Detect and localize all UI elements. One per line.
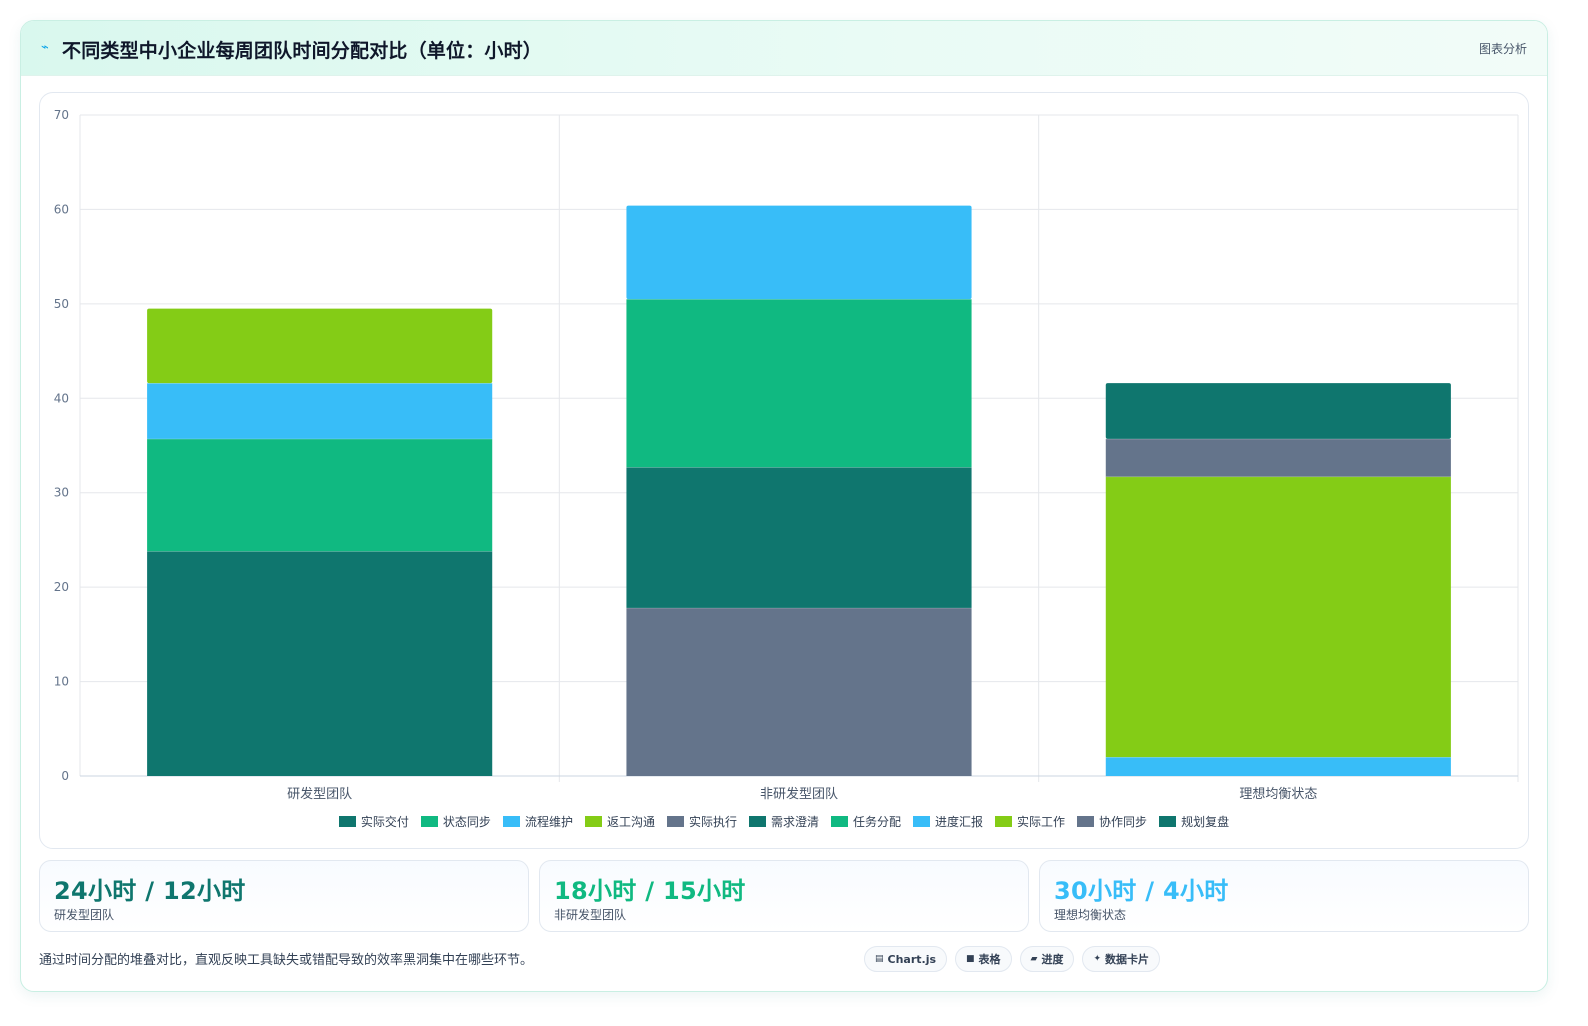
sparkle-icon: ✦	[1093, 954, 1102, 964]
y-tick-label: 70	[54, 108, 69, 122]
legend-item[interactable]: 进度汇报	[913, 812, 983, 830]
stat-card-rd: 24小时 / 12小时 研发型团队	[39, 860, 529, 932]
legend-item[interactable]: 流程维护	[502, 812, 573, 830]
legend-swatch	[913, 815, 931, 827]
page-title: 不同类型中小企业每周团队时间分配对比（单位：小时）	[62, 40, 543, 62]
legend-label: 规划复盘	[1181, 814, 1230, 829]
y-tick-label: 50	[54, 297, 69, 311]
legend-label: 任务分配	[853, 814, 902, 829]
legend-swatch	[995, 815, 1013, 827]
legend-item[interactable]: 状态同步	[420, 812, 491, 830]
legend-label: 实际交付	[360, 814, 409, 829]
chip-progress[interactable]: ▰ 进度	[1019, 946, 1075, 972]
chart-analysis-tag[interactable]: 图表分析	[1478, 42, 1527, 56]
bar-segment[interactable]	[147, 438, 493, 552]
legend-swatch	[338, 815, 356, 827]
chart-legend: 实际交付 状态同步 流程维护 返工沟通 实际执行 需求澄清 任务分配 进度汇报 实际工作 协作同步…	[40, 812, 1528, 830]
chip-label: Chart.js	[887, 952, 937, 966]
legend-label: 状态同步	[442, 814, 491, 829]
stacked-bar-chart: 0 10 20 30 40 50 60 70 研发型团队 非研发型团队 理想均衡状态	[54, 108, 1519, 802]
legend-item[interactable]: 实际工作	[995, 812, 1065, 830]
bar-segment[interactable]	[147, 308, 493, 384]
table-icon: ■	[966, 954, 975, 964]
chip-label: 表格	[978, 953, 1001, 966]
stat-value: 30小时 / 4小时	[1054, 877, 1229, 905]
bar-segment[interactable]	[1105, 476, 1451, 758]
stat-value: 24小时 / 12小时	[54, 877, 246, 905]
stat-label: 理想均衡状态	[1054, 908, 1127, 922]
chart-panel: 0 10 20 30 40 50 60 70 研发型团队 非研发型团队 理想均衡状态 实际交付 状态同…	[39, 92, 1529, 849]
legend-label: 返工沟通	[606, 814, 655, 829]
stat-card-non-rd: 18小时 / 15小时 非研发型团队	[539, 860, 1029, 932]
legend-item[interactable]: 协作同步	[1077, 812, 1147, 830]
legend-label: 需求澄清	[770, 814, 819, 829]
legend-item[interactable]: 规划复盘	[1159, 812, 1229, 830]
stat-label: 非研发型团队	[554, 908, 627, 922]
y-tick-label: 0	[61, 769, 69, 783]
legend-swatch	[666, 815, 684, 827]
legend-item[interactable]: 实际交付	[338, 812, 409, 830]
legend-item[interactable]: 需求澄清	[748, 812, 819, 830]
legend-label: 实际工作	[1017, 814, 1066, 829]
legend-label: 协作同步	[1099, 814, 1148, 829]
bar-segment[interactable]	[1105, 757, 1451, 776]
legend-swatch	[420, 815, 438, 827]
legend-item[interactable]: 任务分配	[831, 812, 901, 830]
legend-item[interactable]: 实际执行	[666, 812, 737, 830]
legend-label: 实际执行	[688, 814, 737, 829]
y-tick-label: 40	[54, 391, 69, 405]
x-tick-label: 非研发型团队	[760, 786, 838, 802]
y-tick-label: 30	[54, 486, 69, 500]
activity-icon: ⌁	[41, 40, 49, 55]
bar-segment[interactable]	[626, 467, 972, 608]
legend-swatch	[1077, 815, 1095, 827]
bar-segment[interactable]	[147, 383, 493, 439]
y-tick-label: 60	[54, 202, 69, 216]
x-tick-label: 研发型团队	[287, 786, 352, 802]
bar-segment[interactable]	[1105, 383, 1451, 439]
chart-card: ⌁ 不同类型中小企业每周团队时间分配对比（单位：小时） 图表分析 0 10 20 30…	[20, 20, 1548, 992]
y-tick-label: 10	[54, 675, 69, 689]
chip-table[interactable]: ■ 表格	[955, 946, 1012, 972]
legend-label: 进度汇报	[935, 814, 984, 829]
bar-segment[interactable]	[626, 205, 972, 300]
stat-card-ideal: 30小时 / 4小时 理想均衡状态	[1039, 860, 1529, 932]
bar-segment[interactable]	[1105, 438, 1451, 477]
card-header: ⌁ 不同类型中小企业每周团队时间分配对比（单位：小时） 图表分析	[21, 21, 1547, 76]
stat-value: 18小时 / 15小时	[554, 877, 746, 905]
y-tick-label: 20	[54, 580, 69, 594]
chip-label: 进度	[1041, 953, 1064, 966]
chip-label: 数据卡片	[1105, 953, 1150, 966]
chip-data-card[interactable]: ✦ 数据卡片	[1082, 946, 1161, 972]
legend-swatch	[748, 815, 766, 827]
legend-swatch	[831, 815, 848, 827]
legend-label: 流程维护	[524, 814, 573, 829]
feature-chips: ▤ Chart.js ■ 表格 ▰ 进度 ✦ 数据卡片	[864, 946, 1161, 972]
bar-segment[interactable]	[147, 551, 493, 776]
stat-label: 研发型团队	[54, 908, 115, 922]
legend-swatch	[584, 815, 602, 827]
chart-icon: ▤	[875, 954, 884, 964]
bar-segment[interactable]	[626, 299, 972, 468]
legend-swatch	[1159, 815, 1177, 827]
legend-swatch	[502, 815, 520, 827]
progress-icon: ▰	[1030, 954, 1038, 964]
chip-chartjs[interactable]: ▤ Chart.js	[864, 946, 948, 972]
footer-note: 通过时间分配的堆叠对比，直观反映工具缺失或错配导致的效率黑洞集中在哪些环节。	[39, 953, 534, 968]
x-tick-label: 理想均衡状态	[1239, 786, 1317, 802]
bar-segment[interactable]	[626, 607, 972, 776]
legend-item[interactable]: 返工沟通	[584, 812, 655, 830]
